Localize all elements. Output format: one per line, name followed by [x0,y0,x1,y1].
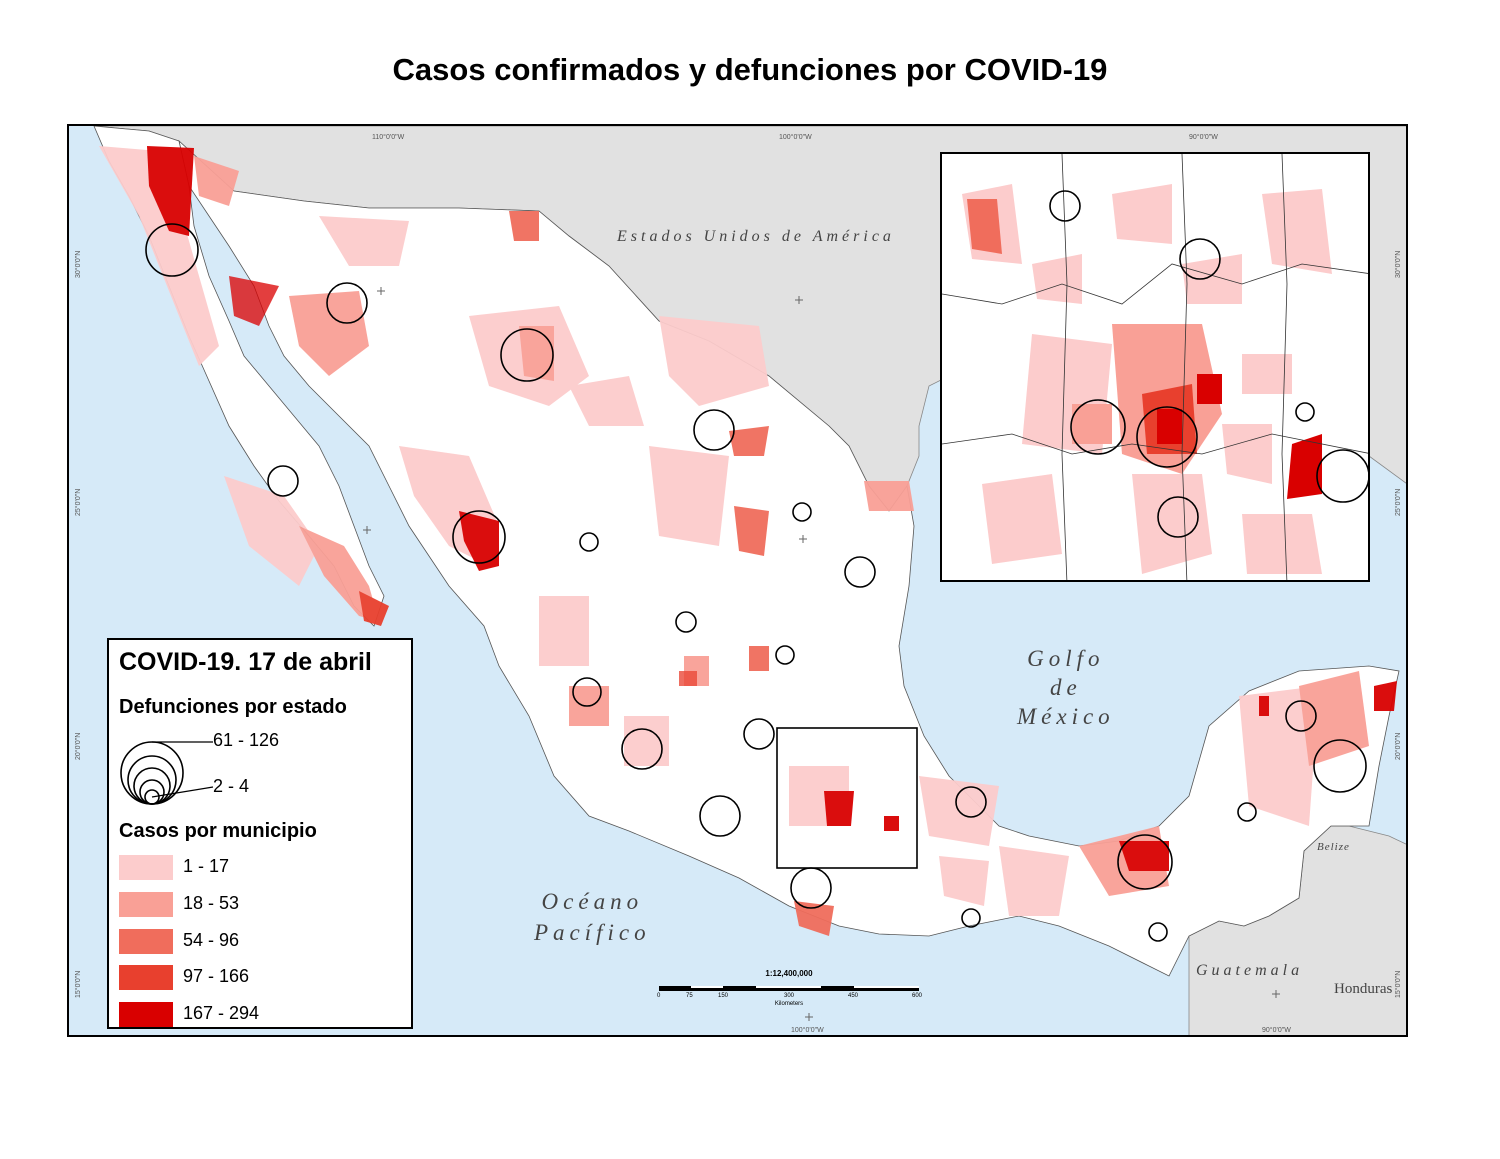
scale-ratio: 1:12,400,000 [765,969,813,978]
legend-deaths-min: 2 - 4 [213,776,250,796]
map-title: Casos confirmados y defunciones por COVI… [392,52,1108,87]
label-guatemala: Guatemala [1196,962,1304,979]
label-usa: Estados Unidos de América [617,228,895,245]
inset-death-circles [1049,190,1368,538]
legend-deaths-heading: Defunciones por estado [119,696,347,718]
scale-tick: 75 [686,993,693,999]
graticule-top-110w: 110°0'0"W [372,134,405,141]
graticule-crosses [363,287,1280,1021]
scale-tick: 600 [912,993,923,999]
map-legend: COVID-19. 17 de abril Defunciones por es… [107,638,413,1029]
legend-swatch-5 [119,1002,173,1027]
legend-deaths-max: 61 - 126 [213,730,280,750]
legend-cases-heading: Casos por municipio [119,820,317,842]
graticule-right-15n: 15°0'0"N [1395,970,1402,998]
inset-locator-box [776,727,918,869]
inset-map[interactable] [940,152,1370,582]
legend-death-circles [120,741,214,805]
inset-boundaries [942,154,1368,580]
map-frame[interactable]: Estados Unidos de América Golfo de Méxic… [67,124,1408,1037]
scale-unit: Kilometers [774,1001,804,1007]
label-honduras: Honduras [1334,981,1393,997]
legend-class-label: 167 - 294 [183,1003,260,1023]
graticule-left-15n: 15°0'0"N [75,970,82,998]
legend-class-label: 18 - 53 [183,893,240,913]
legend-swatch-4 [119,965,173,990]
graticule-bottom-100w: 100°0'0"W [791,1027,824,1034]
legend-title: COVID-19. 17 de abril [119,648,372,676]
scale-tick: 150 [718,993,729,999]
scale-bar: 1:12,400,000 0 75 150 300 450 600 Kilome… [654,969,924,1019]
graticule-right-20n: 20°0'0"N [1395,732,1402,760]
label-golfo-de-mexico: Golfo de México [1017,646,1115,729]
scale-bar-graphic [659,986,919,991]
scale-tick: 0 [657,993,661,999]
municipality-patches [99,146,1397,936]
legend-class-label: 97 - 166 [183,966,250,986]
graticule-left-20n: 20°0'0"N [75,732,82,760]
graticule-left-25n: 25°0'0"N [75,488,82,516]
legend-swatch-2 [119,892,173,917]
graticule-right-30n: 30°0'0"N [1395,250,1402,278]
legend-swatch-3 [119,929,173,954]
graticule-bottom-90w: 90°0'0"W [1262,1027,1291,1034]
label-belize: Belize [1317,841,1349,854]
graticule-top-90w: 90°0'0"W [1189,134,1218,141]
legend-class-label: 1 - 17 [183,856,230,876]
graticule-top-100w: 100°0'0"W [779,134,812,141]
inset-patches [962,184,1332,574]
inset-map-graphic [942,154,1368,580]
legend-swatch-1 [119,855,173,880]
scale-tick: 450 [848,993,859,999]
death-circles [145,223,1367,942]
legend-class-label: 54 - 96 [183,930,240,950]
label-oceano-pacifico: Océano Pacífico [534,889,651,945]
scale-tick: 300 [784,993,795,999]
graticule-left-30n: 30°0'0"N [75,250,82,278]
graticule-right-25n: 25°0'0"N [1395,488,1402,516]
